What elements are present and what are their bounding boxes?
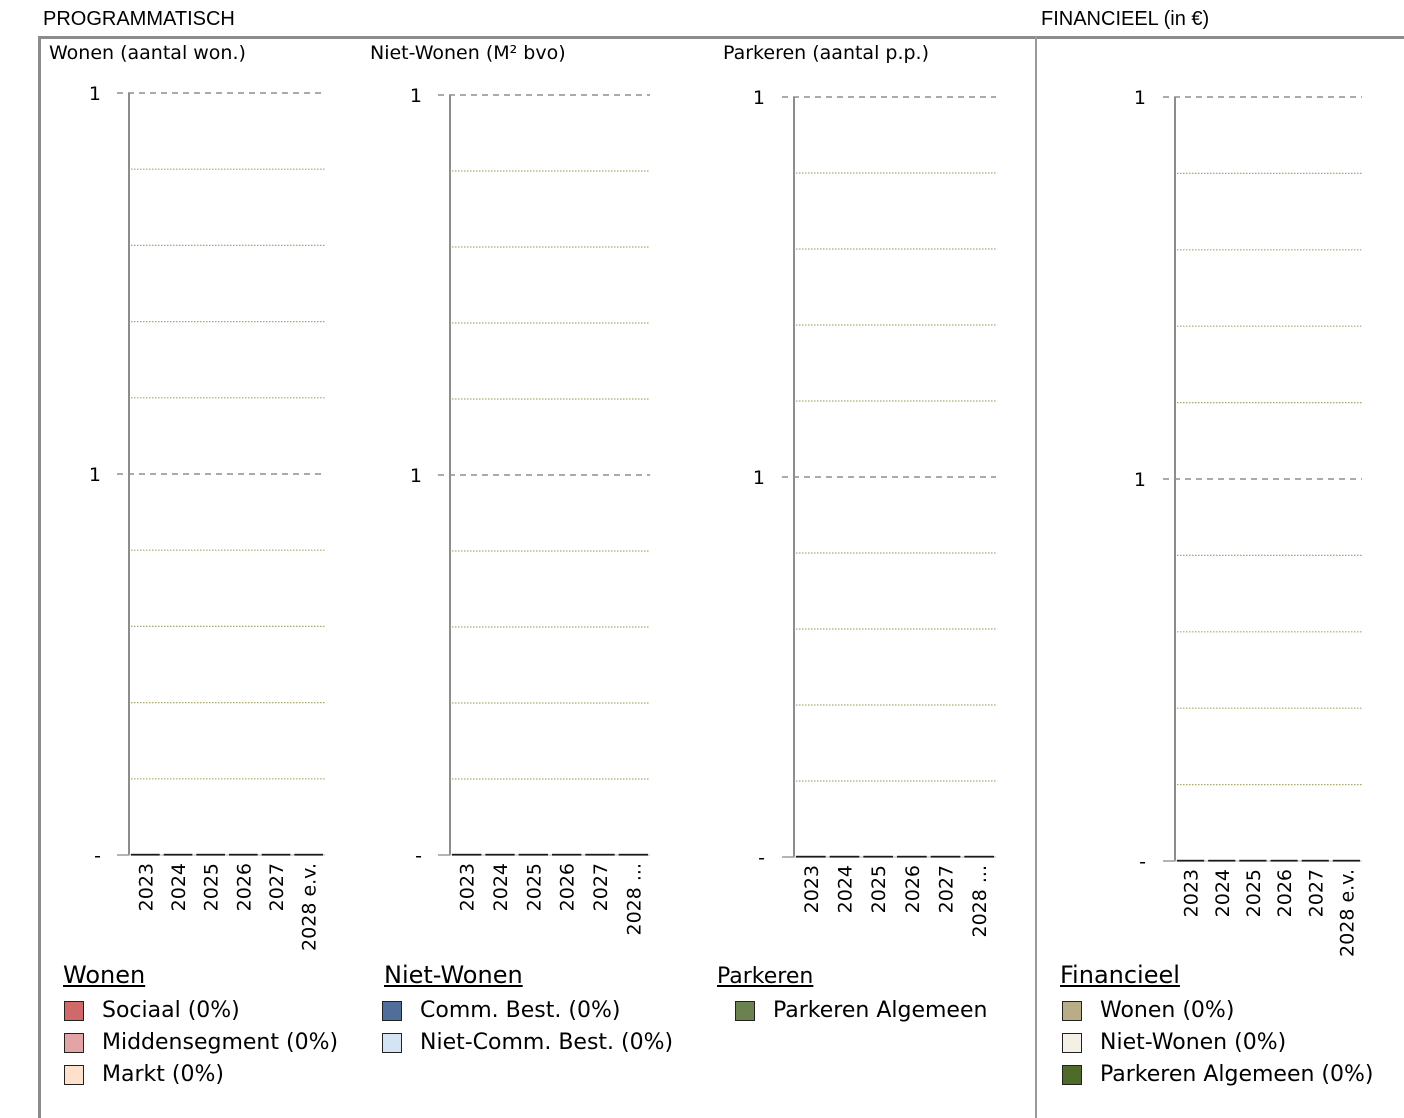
legend-item: Sociaal (0%) bbox=[64, 998, 240, 1023]
x-tick-label: 2026 bbox=[1274, 869, 1296, 917]
x-tick-label: 2028 e.v. bbox=[1336, 869, 1358, 957]
legend-swatch bbox=[64, 1001, 84, 1021]
x-tick-label: 2023 bbox=[1181, 869, 1203, 917]
legend-label: Wonen (0%) bbox=[1100, 998, 1234, 1023]
x-tick-label: 2027 bbox=[1305, 869, 1327, 917]
y-tick-label: 1 bbox=[1134, 87, 1146, 109]
legend-item: Wonen (0%) bbox=[1062, 998, 1234, 1023]
legend-swatch bbox=[1062, 1033, 1082, 1053]
legend-swatch bbox=[382, 1033, 402, 1053]
legend-title-niet-wonen: Niet-Wonen bbox=[384, 961, 523, 989]
y-tick-label: 1 bbox=[1134, 469, 1146, 491]
legend-item: Markt (0%) bbox=[64, 1062, 224, 1087]
legend-item: Middensegment (0%) bbox=[64, 1030, 338, 1055]
legend-label: Parkeren Algemeen bbox=[773, 998, 987, 1023]
bar bbox=[1177, 860, 1204, 862]
bar bbox=[1208, 860, 1235, 862]
legend-item: Parkeren Algemeen (0%) bbox=[1062, 1062, 1374, 1087]
legend-item: Parkeren Algemeen bbox=[735, 998, 987, 1023]
legend-item: Niet-Wonen (0%) bbox=[1062, 1030, 1286, 1055]
y-tick-label: - bbox=[1139, 851, 1146, 873]
legend-title-parkeren: Parkeren bbox=[717, 964, 813, 989]
legend-swatch bbox=[64, 1033, 84, 1053]
legend-swatch bbox=[1062, 1001, 1082, 1021]
x-tick-label: 2025 bbox=[1243, 869, 1265, 917]
legend-title-financieel: Financieel bbox=[1060, 961, 1180, 989]
legend-label: Niet-Comm. Best. (0%) bbox=[420, 1030, 673, 1055]
legend-swatch bbox=[735, 1001, 755, 1021]
bar bbox=[1333, 860, 1360, 862]
bar bbox=[1302, 860, 1329, 862]
legend-swatch bbox=[1062, 1065, 1082, 1085]
legend-item: Niet-Comm. Best. (0%) bbox=[382, 1030, 673, 1055]
x-tick-label: 2024 bbox=[1212, 869, 1234, 917]
legend-title-wonen: Wonen bbox=[63, 961, 145, 989]
legend-label: Comm. Best. (0%) bbox=[420, 998, 620, 1023]
bar bbox=[1239, 860, 1266, 862]
legend-swatch bbox=[382, 1001, 402, 1021]
legend-label: Parkeren Algemeen (0%) bbox=[1100, 1062, 1374, 1087]
legend-item: Comm. Best. (0%) bbox=[382, 998, 620, 1023]
legend-label: Niet-Wonen (0%) bbox=[1100, 1030, 1286, 1055]
legend-label: Markt (0%) bbox=[102, 1062, 224, 1087]
bar bbox=[1271, 860, 1298, 862]
legend-swatch bbox=[64, 1065, 84, 1085]
legend-label: Sociaal (0%) bbox=[102, 998, 240, 1023]
legend-label: Middensegment (0%) bbox=[102, 1030, 338, 1055]
